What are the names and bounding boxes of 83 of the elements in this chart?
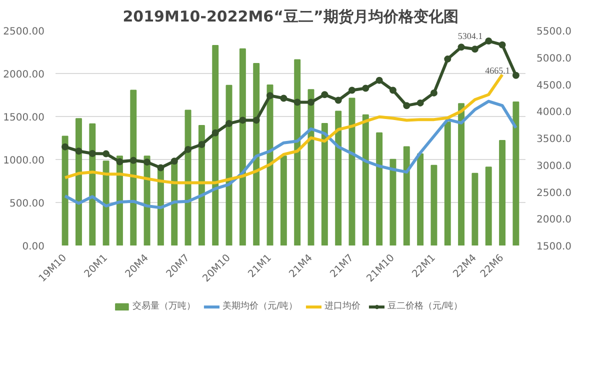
y2-tick-label: 5000.0 <box>536 53 572 64</box>
bar <box>75 118 82 246</box>
bar <box>335 110 342 246</box>
bar <box>321 123 328 246</box>
y-tick-label: 2500.00 <box>3 26 45 38</box>
point <box>376 76 383 84</box>
point <box>321 91 328 98</box>
point <box>498 41 506 48</box>
point <box>403 102 410 110</box>
point <box>389 86 396 94</box>
y2-tick-label: 3500.0 <box>536 134 572 145</box>
point <box>184 146 192 153</box>
legend-label: 进口均价 <box>324 300 360 312</box>
point <box>62 143 69 150</box>
bar <box>417 153 424 246</box>
bar <box>376 132 383 246</box>
bar <box>102 160 110 246</box>
point <box>280 94 288 102</box>
bar <box>253 62 260 246</box>
point <box>512 72 520 79</box>
bar <box>499 140 506 246</box>
point <box>416 99 424 106</box>
y2-tick-label: 1500.0 <box>536 242 572 252</box>
bar <box>212 44 219 246</box>
bar <box>485 166 492 246</box>
y-tick-label: 1000.00 <box>3 156 45 166</box>
point <box>75 148 82 155</box>
point <box>362 84 370 92</box>
bar <box>239 48 246 246</box>
point <box>458 44 465 51</box>
point <box>226 120 233 128</box>
bar <box>403 146 410 246</box>
point <box>144 158 151 166</box>
point <box>307 98 314 106</box>
data-label: 4665.1 <box>485 65 510 76</box>
bar <box>226 84 232 246</box>
y-tick-label: 500.00 <box>10 198 45 210</box>
line-series <box>64 100 518 210</box>
legend-label: 豆二价格（元/吨） <box>388 300 463 312</box>
point <box>102 150 110 158</box>
chart-title: 2019M10-2022M6“豆二”期货月均价格变化图 <box>122 8 458 26</box>
bar <box>184 110 192 246</box>
data-label: 5304.1 <box>458 31 483 42</box>
point <box>170 158 178 165</box>
bar <box>294 59 301 246</box>
bar <box>472 172 478 246</box>
y-tick-label: 1500.00 <box>3 112 45 124</box>
point <box>266 92 274 100</box>
point <box>334 96 342 104</box>
y2-tick-label: 2000.0 <box>536 214 572 226</box>
point <box>130 156 137 164</box>
bar <box>280 156 287 246</box>
point <box>348 86 356 94</box>
y2-tick-label: 3000.0 <box>536 160 572 172</box>
legend-label: 美期均价（元/吨） <box>222 300 298 312</box>
bar <box>512 101 520 246</box>
point <box>252 116 260 124</box>
bar <box>130 90 137 246</box>
y-tick-label: 0.00 <box>22 242 44 252</box>
point <box>485 38 492 45</box>
y2-tick-label: 4000.0 <box>536 107 572 118</box>
legend-label: 交易量（万吨） <box>132 300 196 312</box>
y2-tick-label: 2500.0 <box>536 188 572 199</box>
bar <box>444 122 451 246</box>
bar <box>62 136 68 246</box>
point <box>88 150 96 157</box>
point <box>444 56 452 63</box>
bar <box>390 158 396 246</box>
point <box>157 164 164 172</box>
y-tick-label: 2000.00 <box>3 70 45 80</box>
y2-tick-label: 4500.0 <box>536 80 572 92</box>
y2-tick-label: 5500.0 <box>536 26 572 38</box>
point <box>471 46 478 53</box>
point <box>239 116 246 124</box>
point <box>430 89 438 96</box>
point <box>198 141 206 148</box>
line-series <box>64 73 504 184</box>
bar <box>430 164 438 246</box>
bar <box>362 114 369 246</box>
bar <box>458 103 465 246</box>
point <box>294 98 301 106</box>
point <box>212 129 219 136</box>
point <box>116 158 124 166</box>
